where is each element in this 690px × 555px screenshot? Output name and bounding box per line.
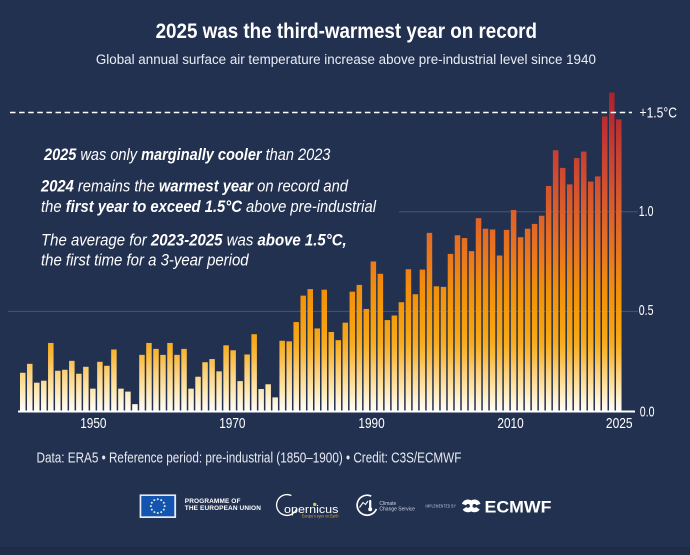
svg-text:0.0: 0.0 [640,404,655,421]
svg-text:2010: 2010 [497,415,523,432]
svg-text:Climate: Climate [379,501,396,507]
svg-text:Europe's eyes on Earth: Europe's eyes on Earth [302,514,339,519]
svg-text:2024 remains the warmest year: 2024 remains the warmest year on record … [40,177,348,196]
svg-text:2025 was only marginally coole: 2025 was only marginally cooler than 202… [43,145,331,164]
svg-text:0.5: 0.5 [639,302,654,319]
svg-text:the first time for a 3-year pe: the first time for a 3-year period [41,250,249,269]
svg-text:THE EUROPEAN UNION: THE EUROPEAN UNION [185,505,261,512]
svg-text:+1.5°C: +1.5°C [640,105,678,121]
svg-text:the first year to exceed 1.5°C: the first year to exceed 1.5°C above pre… [41,197,377,216]
svg-text:2025: 2025 [606,415,633,432]
svg-text:2025 was the third-warmest yea: 2025 was the third-warmest year on recor… [156,19,537,43]
svg-text:Change Service: Change Service [379,506,415,512]
svg-text:Global annual surface air temp: Global annual surface air temperature in… [96,52,596,68]
svg-text:opernicus: opernicus [284,504,339,516]
svg-text:1.0: 1.0 [639,203,654,220]
svg-text:ECMWF: ECMWF [485,497,552,516]
svg-text:1970: 1970 [219,415,245,432]
svg-text:The average for 2023-2025 was: The average for 2023-2025 was above 1.5°… [41,231,347,250]
svg-text:1990: 1990 [358,415,384,432]
svg-text:PROGRAMME OF: PROGRAMME OF [185,498,241,505]
svg-text:IMPLEMENTED BY: IMPLEMENTED BY [426,503,457,508]
svg-text:1950: 1950 [80,415,106,432]
svg-text:Data: ERA5 • Reference period:: Data: ERA5 • Reference period: pre-indus… [37,450,462,467]
